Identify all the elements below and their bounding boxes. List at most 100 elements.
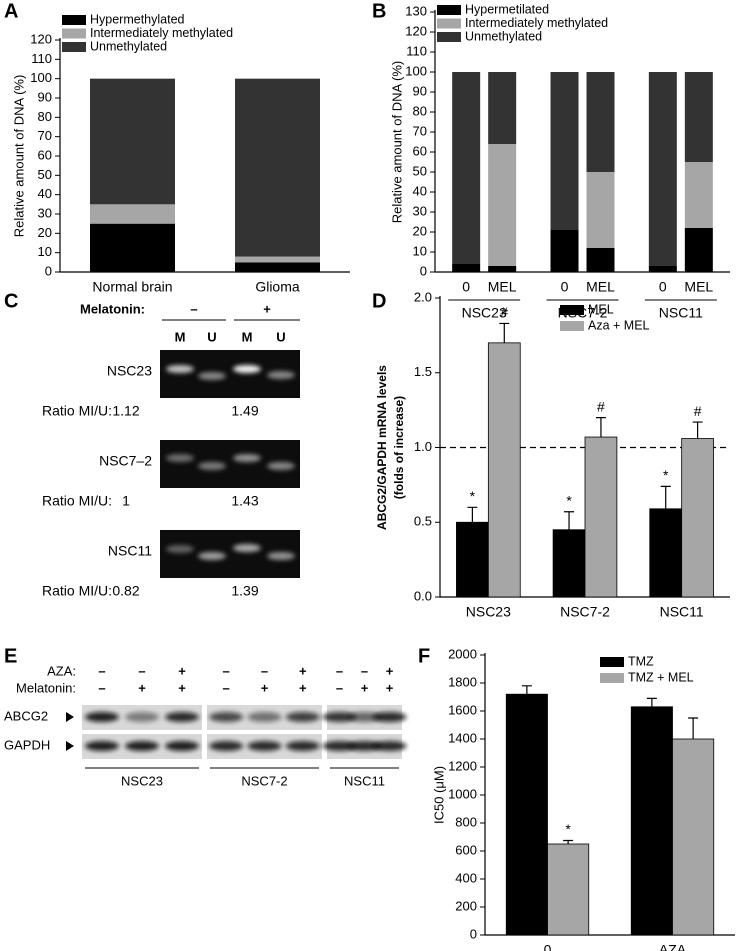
band-arrow (66, 741, 74, 751)
significance-marker: * (565, 821, 571, 837)
y-tick-label: 130 (405, 3, 427, 18)
condition-sign: + (299, 680, 307, 695)
legend-label: Hypermetilated (465, 2, 549, 16)
bar (505, 693, 548, 936)
group-label: NSC7-2 (241, 773, 287, 788)
blot-band (347, 741, 382, 751)
x-tick-label: AZA (659, 942, 687, 951)
y-tick-label: 80 (413, 103, 427, 118)
bar-segment (235, 256, 320, 263)
gel-band (198, 372, 226, 380)
y-tick-label: 50 (413, 163, 427, 178)
blot-band (372, 741, 407, 751)
y-tick-label: 2.0 (414, 289, 432, 304)
y-tick-label: 20 (413, 223, 427, 238)
significance-marker: * (663, 467, 669, 483)
legend-label: TMZ (628, 654, 654, 668)
x-tick-label: 0 (659, 279, 667, 295)
blot-band (322, 741, 357, 751)
bar-segment (648, 266, 677, 272)
significance-marker: * (470, 488, 476, 504)
condition-sign: – (261, 663, 268, 678)
ratio-value: 1.49 (231, 403, 258, 419)
bar (552, 529, 586, 598)
y-tick-label: 10 (413, 243, 427, 258)
x-tick-label: Glioma (255, 279, 300, 295)
panel-label: C (4, 290, 18, 312)
legend-swatch (437, 18, 461, 29)
condition-label: Melatonin: (16, 680, 76, 695)
panel-label: F (418, 645, 430, 667)
y-tick-label: 10 (38, 244, 52, 259)
legend-label: Intermediately methylated (465, 16, 608, 30)
significance-marker: * (566, 492, 572, 508)
blot-band (247, 712, 282, 722)
group-label: NSC23 (462, 305, 507, 321)
ratio-value: 0.82 (112, 583, 139, 599)
gel-band (166, 454, 194, 462)
lane-label: U (207, 329, 216, 344)
legend-swatch (560, 305, 584, 315)
ratio-value: 1 (122, 493, 130, 509)
bar-segment (90, 78, 175, 205)
y-tick-label: 110 (31, 51, 52, 66)
gel-band (233, 365, 261, 373)
bar-segment (586, 72, 615, 172)
blot-band (247, 741, 282, 751)
bar-segment (550, 72, 579, 230)
bar-segment (684, 228, 713, 272)
y-tick-label: 90 (38, 89, 52, 104)
gel-band (267, 552, 295, 560)
bar-segment (648, 72, 677, 266)
y-tick-label: 30 (413, 203, 427, 218)
y-tick-label: 0 (45, 263, 52, 278)
bar-segment (586, 248, 615, 272)
x-tick-label: 0 (544, 942, 552, 951)
y-tick-label: 1400 (448, 730, 477, 745)
lane-label: M (242, 329, 253, 344)
legend-swatch (62, 42, 86, 52)
gel-band (198, 462, 226, 470)
bar-segment (488, 72, 517, 144)
y-tick-label: 1000 (448, 786, 477, 801)
bar (630, 706, 673, 936)
blot-band (125, 712, 159, 722)
condition-sign: – (361, 663, 368, 678)
legend-label: Unmethylated (90, 39, 167, 53)
ratio-label: Ratio MI/U: (42, 583, 112, 599)
y-tick-label: 0 (420, 263, 427, 278)
lane-label: M (175, 329, 186, 344)
sample-label: NSC11 (108, 543, 152, 559)
y-tick-label: 30 (38, 205, 52, 220)
bar-segment (235, 262, 320, 272)
y-tick-label: 20 (38, 225, 52, 240)
bar-segment (684, 162, 713, 228)
legend-label: Hypermethylated (90, 12, 185, 26)
y-tick-label: 90 (413, 83, 427, 98)
significance-marker: # (597, 398, 605, 414)
significance-marker: # (694, 403, 702, 419)
treatment-label: Melatonin: (80, 301, 145, 316)
legend-swatch (600, 657, 624, 667)
bar-segment (452, 264, 481, 272)
y-tick-label: 70 (38, 128, 52, 143)
bar-segment (488, 266, 517, 272)
treatment-sign: – (190, 301, 197, 316)
bar-segment (488, 144, 517, 266)
panel-label: B (372, 0, 386, 22)
error-bar (688, 717, 699, 739)
bar (456, 521, 489, 598)
blot-band (322, 712, 357, 722)
y-tick-label: 0.0 (414, 588, 432, 603)
error-bar (646, 697, 657, 707)
legend-swatch (437, 5, 461, 15)
y-tick-label: 200 (455, 898, 477, 913)
sample-label: NSC7–2 (99, 453, 152, 469)
legend-swatch (62, 15, 86, 25)
gel-band (166, 365, 194, 373)
legend-swatch (600, 673, 624, 683)
y-axis-label: (folds of increase) (392, 396, 406, 499)
y-tick-label: 1600 (448, 702, 477, 717)
bar (487, 342, 521, 598)
x-tick-label: 0 (462, 279, 470, 295)
